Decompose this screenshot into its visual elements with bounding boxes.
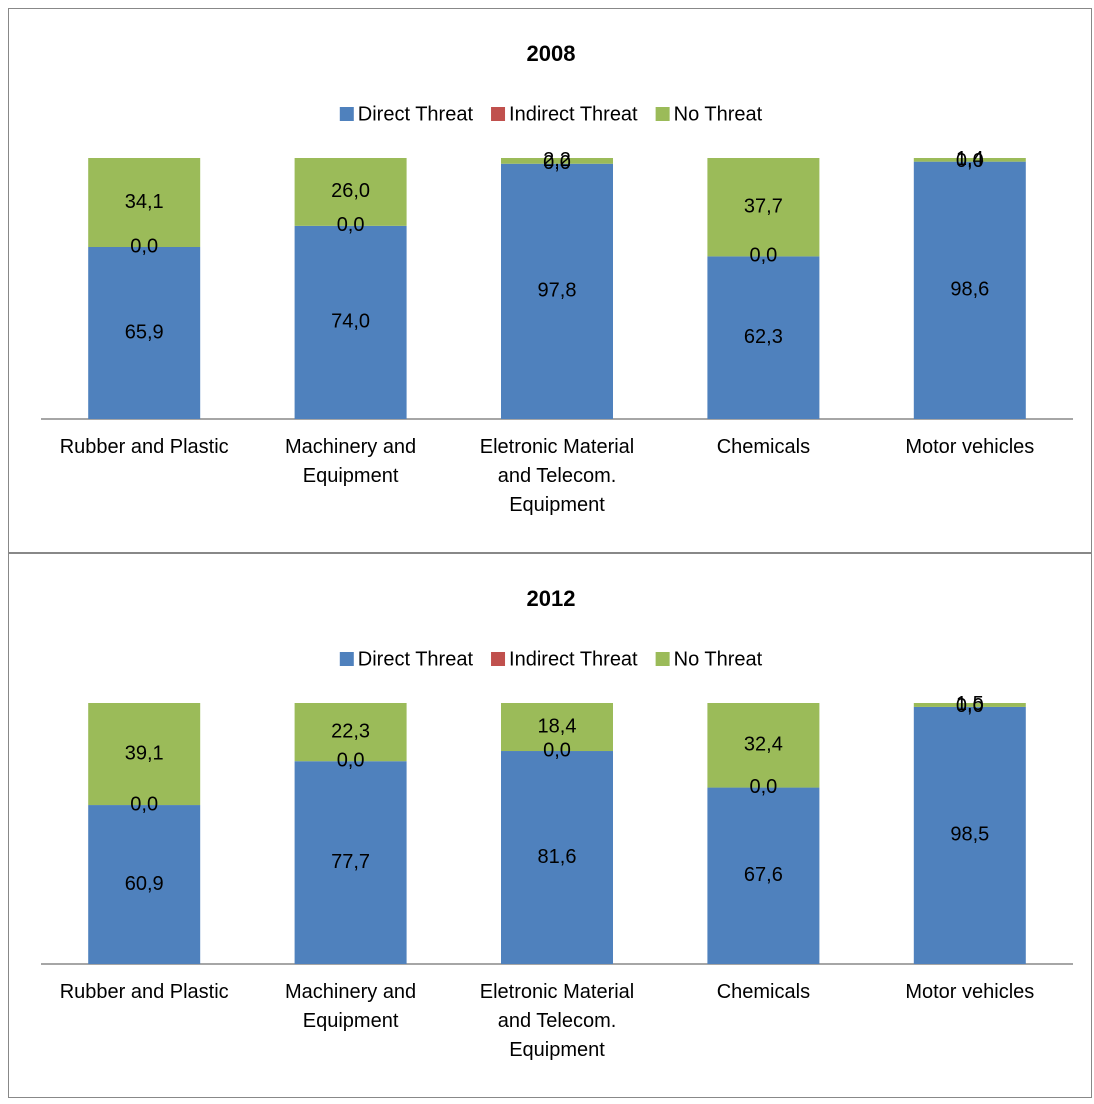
bar-segment xyxy=(294,761,407,964)
bar-segment xyxy=(88,158,201,248)
chart-frame: 2008 Direct Threat Indirect Threat No Threa… xyxy=(8,8,1092,553)
data-label: 37,7 xyxy=(744,195,783,217)
legend: Direct Threat Indirect Threat No Threat xyxy=(339,103,763,125)
data-label: 1,4 xyxy=(956,148,984,170)
data-label: 62,3 xyxy=(744,326,783,348)
data-label: 39,1 xyxy=(125,742,164,764)
bar-segment xyxy=(501,163,613,419)
data-label: 97,8 xyxy=(538,280,577,302)
data-label: 0,0 xyxy=(543,739,571,761)
legend-label: Direct Threat xyxy=(358,648,474,670)
data-label: 0,0 xyxy=(337,749,365,771)
data-label: 0,0 xyxy=(956,150,984,172)
x-tick-label: Chemicals xyxy=(716,436,811,458)
bar-segment xyxy=(501,158,613,164)
x-tick-label: Eletronic Material and Telecom. Equipmen… xyxy=(479,981,635,1061)
data-label: 0,0 xyxy=(337,214,365,236)
chart: 2008 Direct Threat Indirect Threat No Threa… xyxy=(41,41,1073,420)
legend-swatch xyxy=(491,652,506,666)
legend-label: No Threat xyxy=(674,648,763,670)
legend-swatch xyxy=(655,652,670,666)
bar-segment xyxy=(501,703,613,752)
x-tick-label: Motor vehicles xyxy=(905,436,1035,458)
bar-segment xyxy=(294,225,407,419)
legend-label: Direct Threat xyxy=(358,103,474,125)
chart-title: 2008 xyxy=(527,41,576,66)
bar-segment xyxy=(707,787,820,964)
bar-segment xyxy=(501,751,613,964)
data-label: 22,3 xyxy=(331,720,370,742)
data-label: 0,0 xyxy=(956,695,984,717)
x-tick-label: Chemicals xyxy=(716,981,811,1003)
bar-segment xyxy=(88,703,201,806)
bar-segment xyxy=(88,805,201,964)
bar-segment xyxy=(294,158,407,226)
bar-segment xyxy=(88,247,201,419)
data-label: 65,9 xyxy=(125,321,164,343)
legend-label: Indirect Threat xyxy=(509,103,638,125)
chart: 2012 Direct Threat Indirect Threat No Threa… xyxy=(41,586,1073,965)
data-label: 67,6 xyxy=(744,864,783,886)
legend-swatch xyxy=(339,652,354,666)
data-label: 2,2 xyxy=(543,149,571,171)
data-label: 34,1 xyxy=(125,191,164,213)
data-label: 60,9 xyxy=(125,873,164,895)
data-label: 26,0 xyxy=(331,180,370,202)
data-label: 1,5 xyxy=(956,693,984,715)
data-label: 18,4 xyxy=(538,715,577,737)
legend-swatch xyxy=(491,107,506,121)
data-label: 98,6 xyxy=(950,279,989,301)
legend-swatch xyxy=(655,107,670,121)
chart-frame: 2012 Direct Threat Indirect Threat No Threa… xyxy=(8,553,1092,1098)
data-label: 0,0 xyxy=(543,152,571,174)
bar-segment xyxy=(707,703,820,788)
data-label: 98,5 xyxy=(950,824,989,846)
x-tick-label: Rubber and Plastic xyxy=(59,436,229,458)
data-label: 81,6 xyxy=(538,846,577,868)
bar-segment xyxy=(294,703,407,762)
x-tick-label: Eletronic Material and Telecom. Equipmen… xyxy=(479,436,635,516)
chart-title: 2012 xyxy=(527,586,576,611)
data-label: 0,0 xyxy=(749,245,777,267)
bar-segment xyxy=(913,158,1026,162)
x-tick-label: Machinery and Equipment xyxy=(285,981,417,1032)
x-tick-label: Rubber and Plastic xyxy=(59,981,229,1003)
legend-label: Indirect Threat xyxy=(509,648,638,670)
bar-segment xyxy=(913,706,1026,964)
bar-segment xyxy=(913,161,1026,420)
data-label: 32,4 xyxy=(744,734,783,756)
data-label: 0,0 xyxy=(130,235,158,257)
data-label: 0,0 xyxy=(130,793,158,815)
legend-label: No Threat xyxy=(674,103,763,125)
legend: Direct Threat Indirect Threat No Threat xyxy=(339,648,763,670)
legend-swatch xyxy=(339,107,354,121)
x-tick-label: Motor vehicles xyxy=(905,981,1035,1003)
data-label: 0,0 xyxy=(749,776,777,798)
data-label: 74,0 xyxy=(331,311,370,333)
bar-segment xyxy=(913,703,1026,707)
bar-segment xyxy=(707,256,820,419)
data-label: 77,7 xyxy=(331,851,370,873)
x-tick-label: Machinery and Equipment xyxy=(285,436,417,487)
bar-segment xyxy=(707,158,820,257)
